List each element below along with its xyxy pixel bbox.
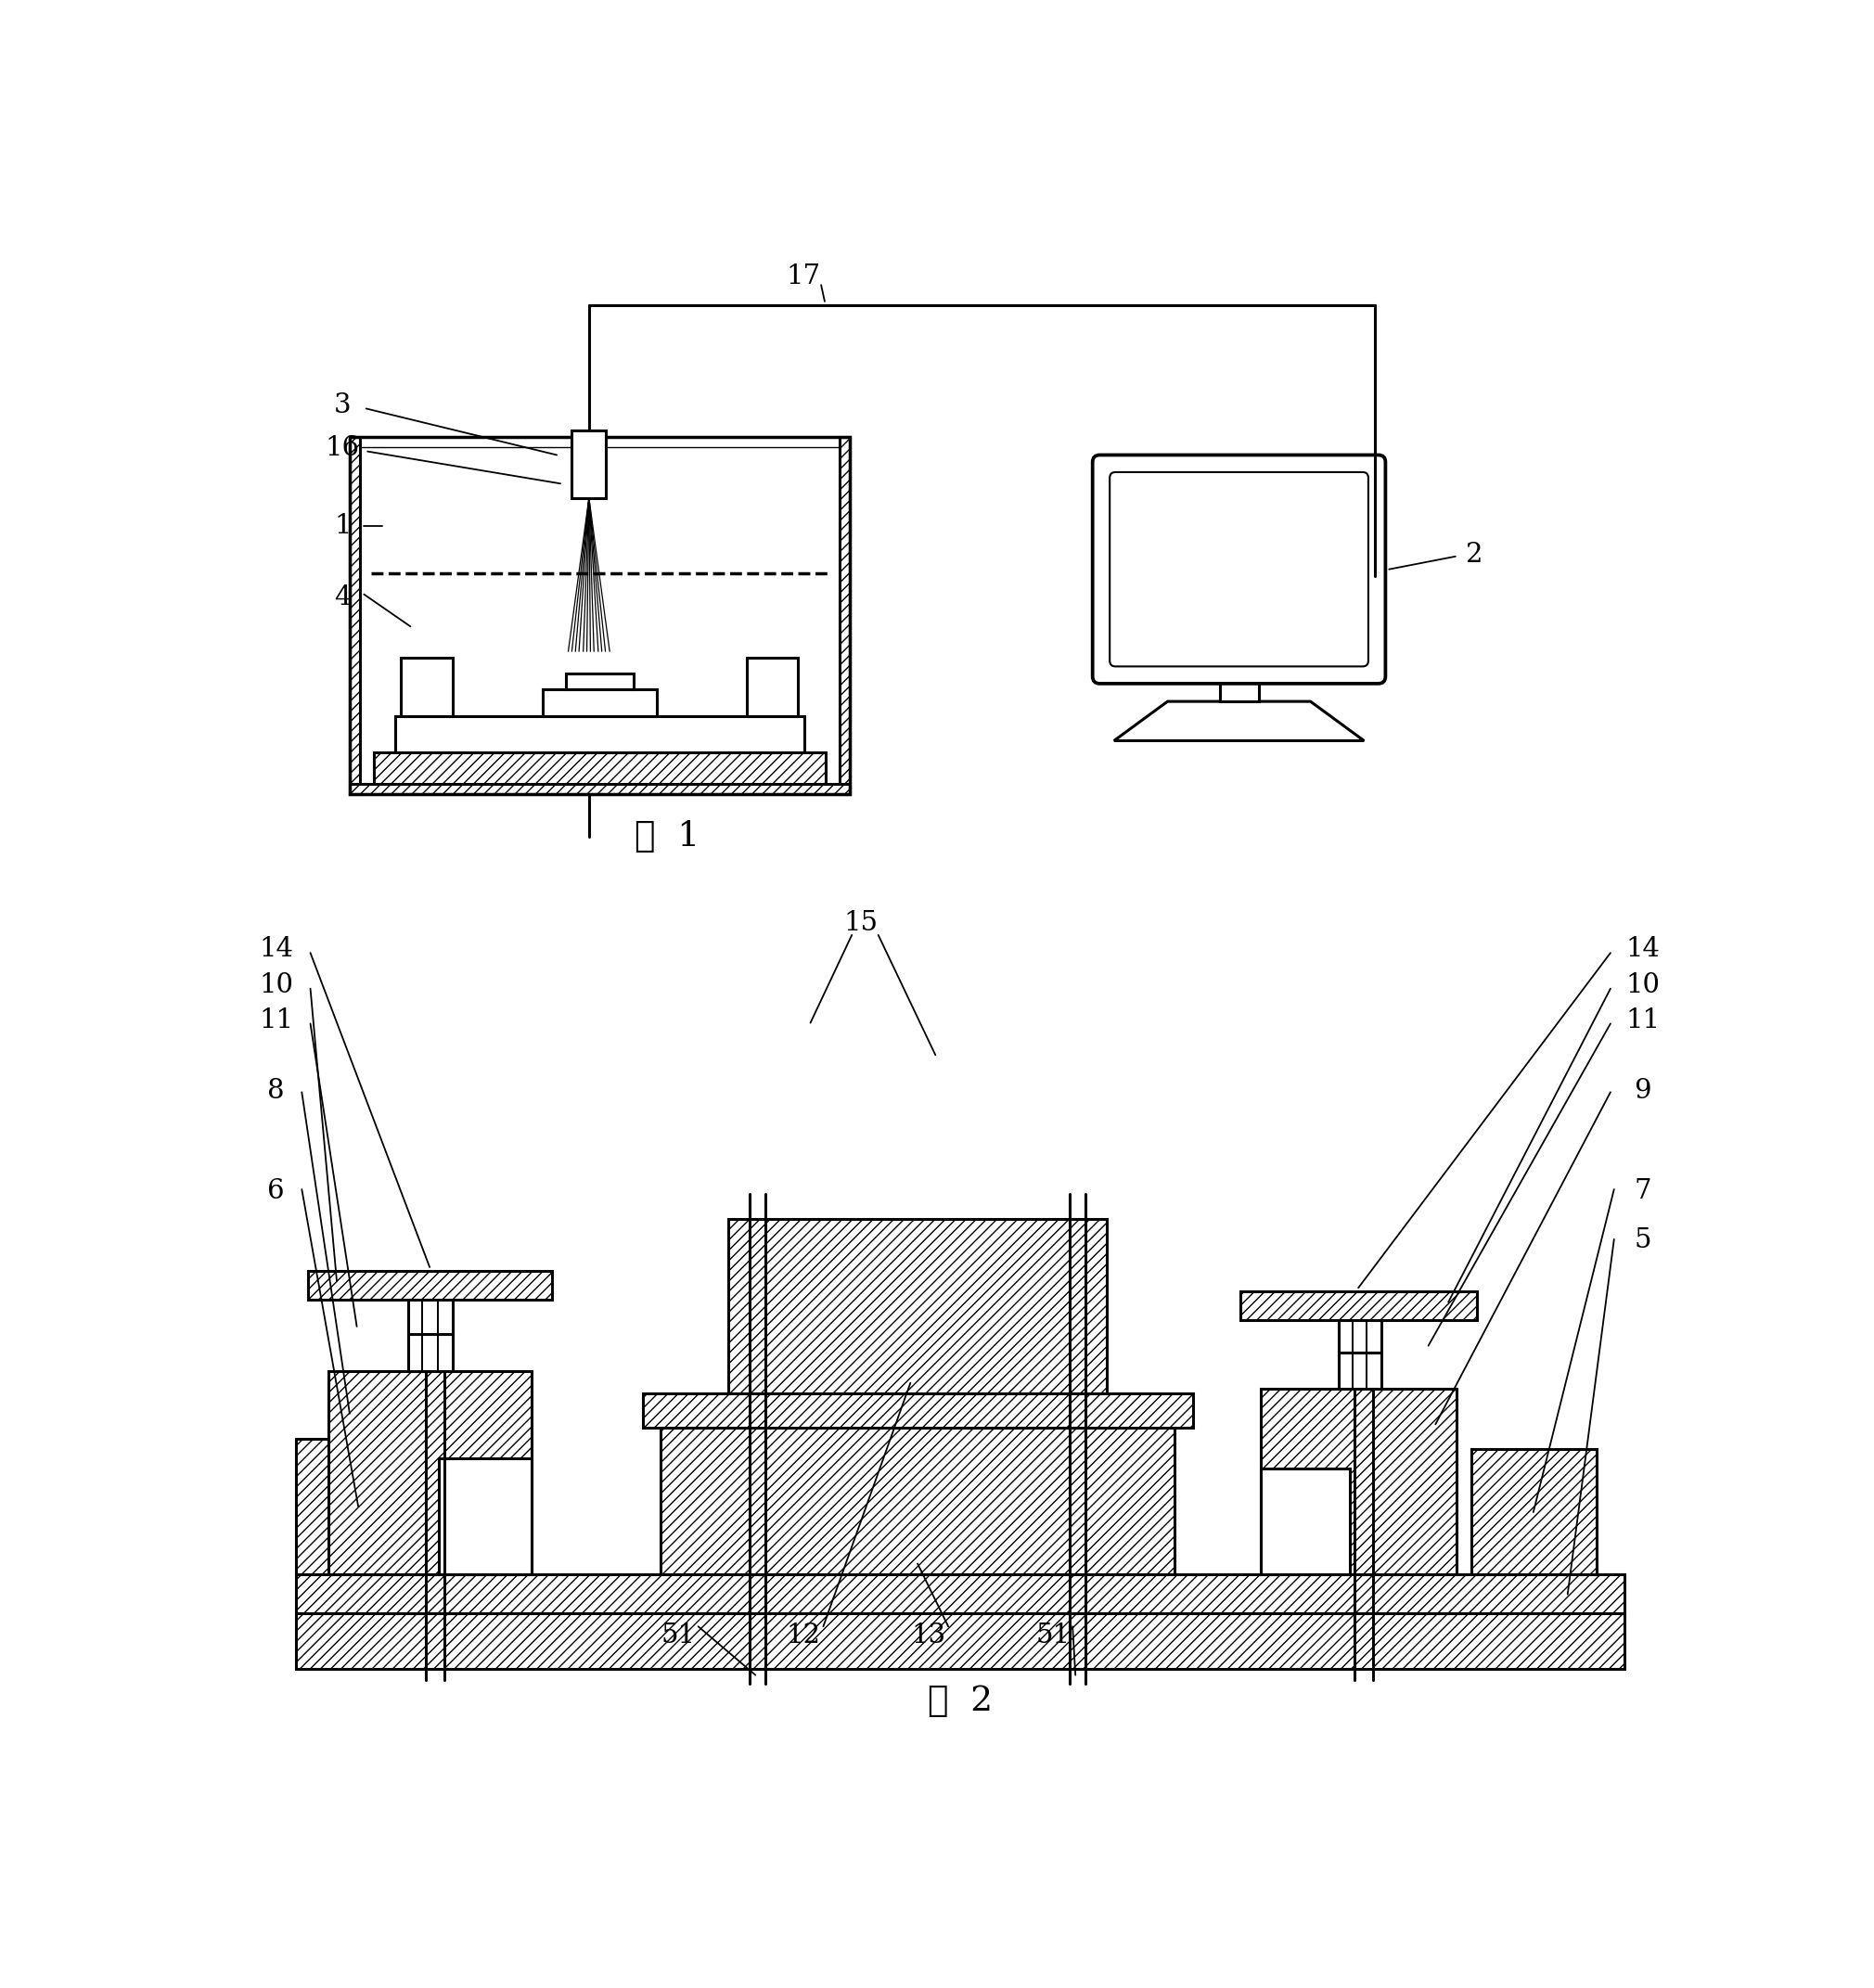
Polygon shape: [1113, 702, 1364, 742]
Bar: [375, 751, 825, 785]
Text: 8: 8: [268, 1077, 285, 1103]
Bar: [296, 1439, 422, 1574]
Bar: [409, 1334, 452, 1372]
Text: 51: 51: [662, 1622, 695, 1648]
Bar: [1241, 1292, 1477, 1320]
Bar: [350, 437, 849, 795]
Text: 51: 51: [1036, 1622, 1070, 1648]
Text: 4: 4: [334, 584, 350, 610]
Bar: [840, 437, 849, 795]
Text: 11: 11: [259, 1008, 292, 1034]
Bar: [1261, 1388, 1456, 1574]
Text: 7: 7: [1634, 1177, 1651, 1203]
FancyBboxPatch shape: [1109, 471, 1368, 666]
Text: 13: 13: [911, 1622, 946, 1648]
Text: 11: 11: [1625, 1008, 1660, 1034]
Bar: [296, 1574, 1625, 1614]
Bar: [1338, 1320, 1381, 1354]
Bar: [729, 1219, 1108, 1394]
Bar: [660, 1427, 1175, 1574]
Bar: [439, 1459, 532, 1574]
Bar: [748, 658, 798, 716]
Bar: [1471, 1449, 1597, 1574]
Text: 17: 17: [785, 264, 821, 290]
Bar: [1220, 676, 1259, 702]
Bar: [328, 1372, 532, 1574]
Text: 图  2: 图 2: [928, 1684, 993, 1718]
Text: 2: 2: [1465, 543, 1484, 569]
Text: 5: 5: [1634, 1229, 1651, 1254]
Bar: [307, 1270, 551, 1300]
Text: 9: 9: [1634, 1077, 1651, 1103]
Bar: [401, 658, 452, 716]
Bar: [360, 447, 840, 785]
Bar: [1261, 1469, 1349, 1574]
Bar: [566, 674, 633, 690]
Text: 1: 1: [334, 513, 350, 539]
FancyBboxPatch shape: [1093, 455, 1385, 684]
Bar: [350, 785, 849, 795]
Bar: [409, 1300, 452, 1334]
Text: 14: 14: [259, 936, 292, 962]
Bar: [350, 437, 360, 795]
Bar: [1338, 1354, 1381, 1388]
Bar: [572, 429, 605, 497]
Text: 14: 14: [1625, 936, 1660, 962]
Text: 16: 16: [326, 435, 360, 461]
Text: 15: 15: [843, 911, 877, 936]
Text: 10: 10: [259, 972, 292, 998]
Text: 6: 6: [268, 1177, 285, 1203]
Bar: [643, 1394, 1192, 1427]
Bar: [395, 716, 804, 751]
Bar: [543, 690, 656, 716]
Bar: [296, 1614, 1625, 1670]
Text: 12: 12: [785, 1622, 821, 1648]
Text: 图  1: 图 1: [635, 821, 701, 855]
Text: 10: 10: [1625, 972, 1660, 998]
Text: 3: 3: [334, 392, 350, 417]
